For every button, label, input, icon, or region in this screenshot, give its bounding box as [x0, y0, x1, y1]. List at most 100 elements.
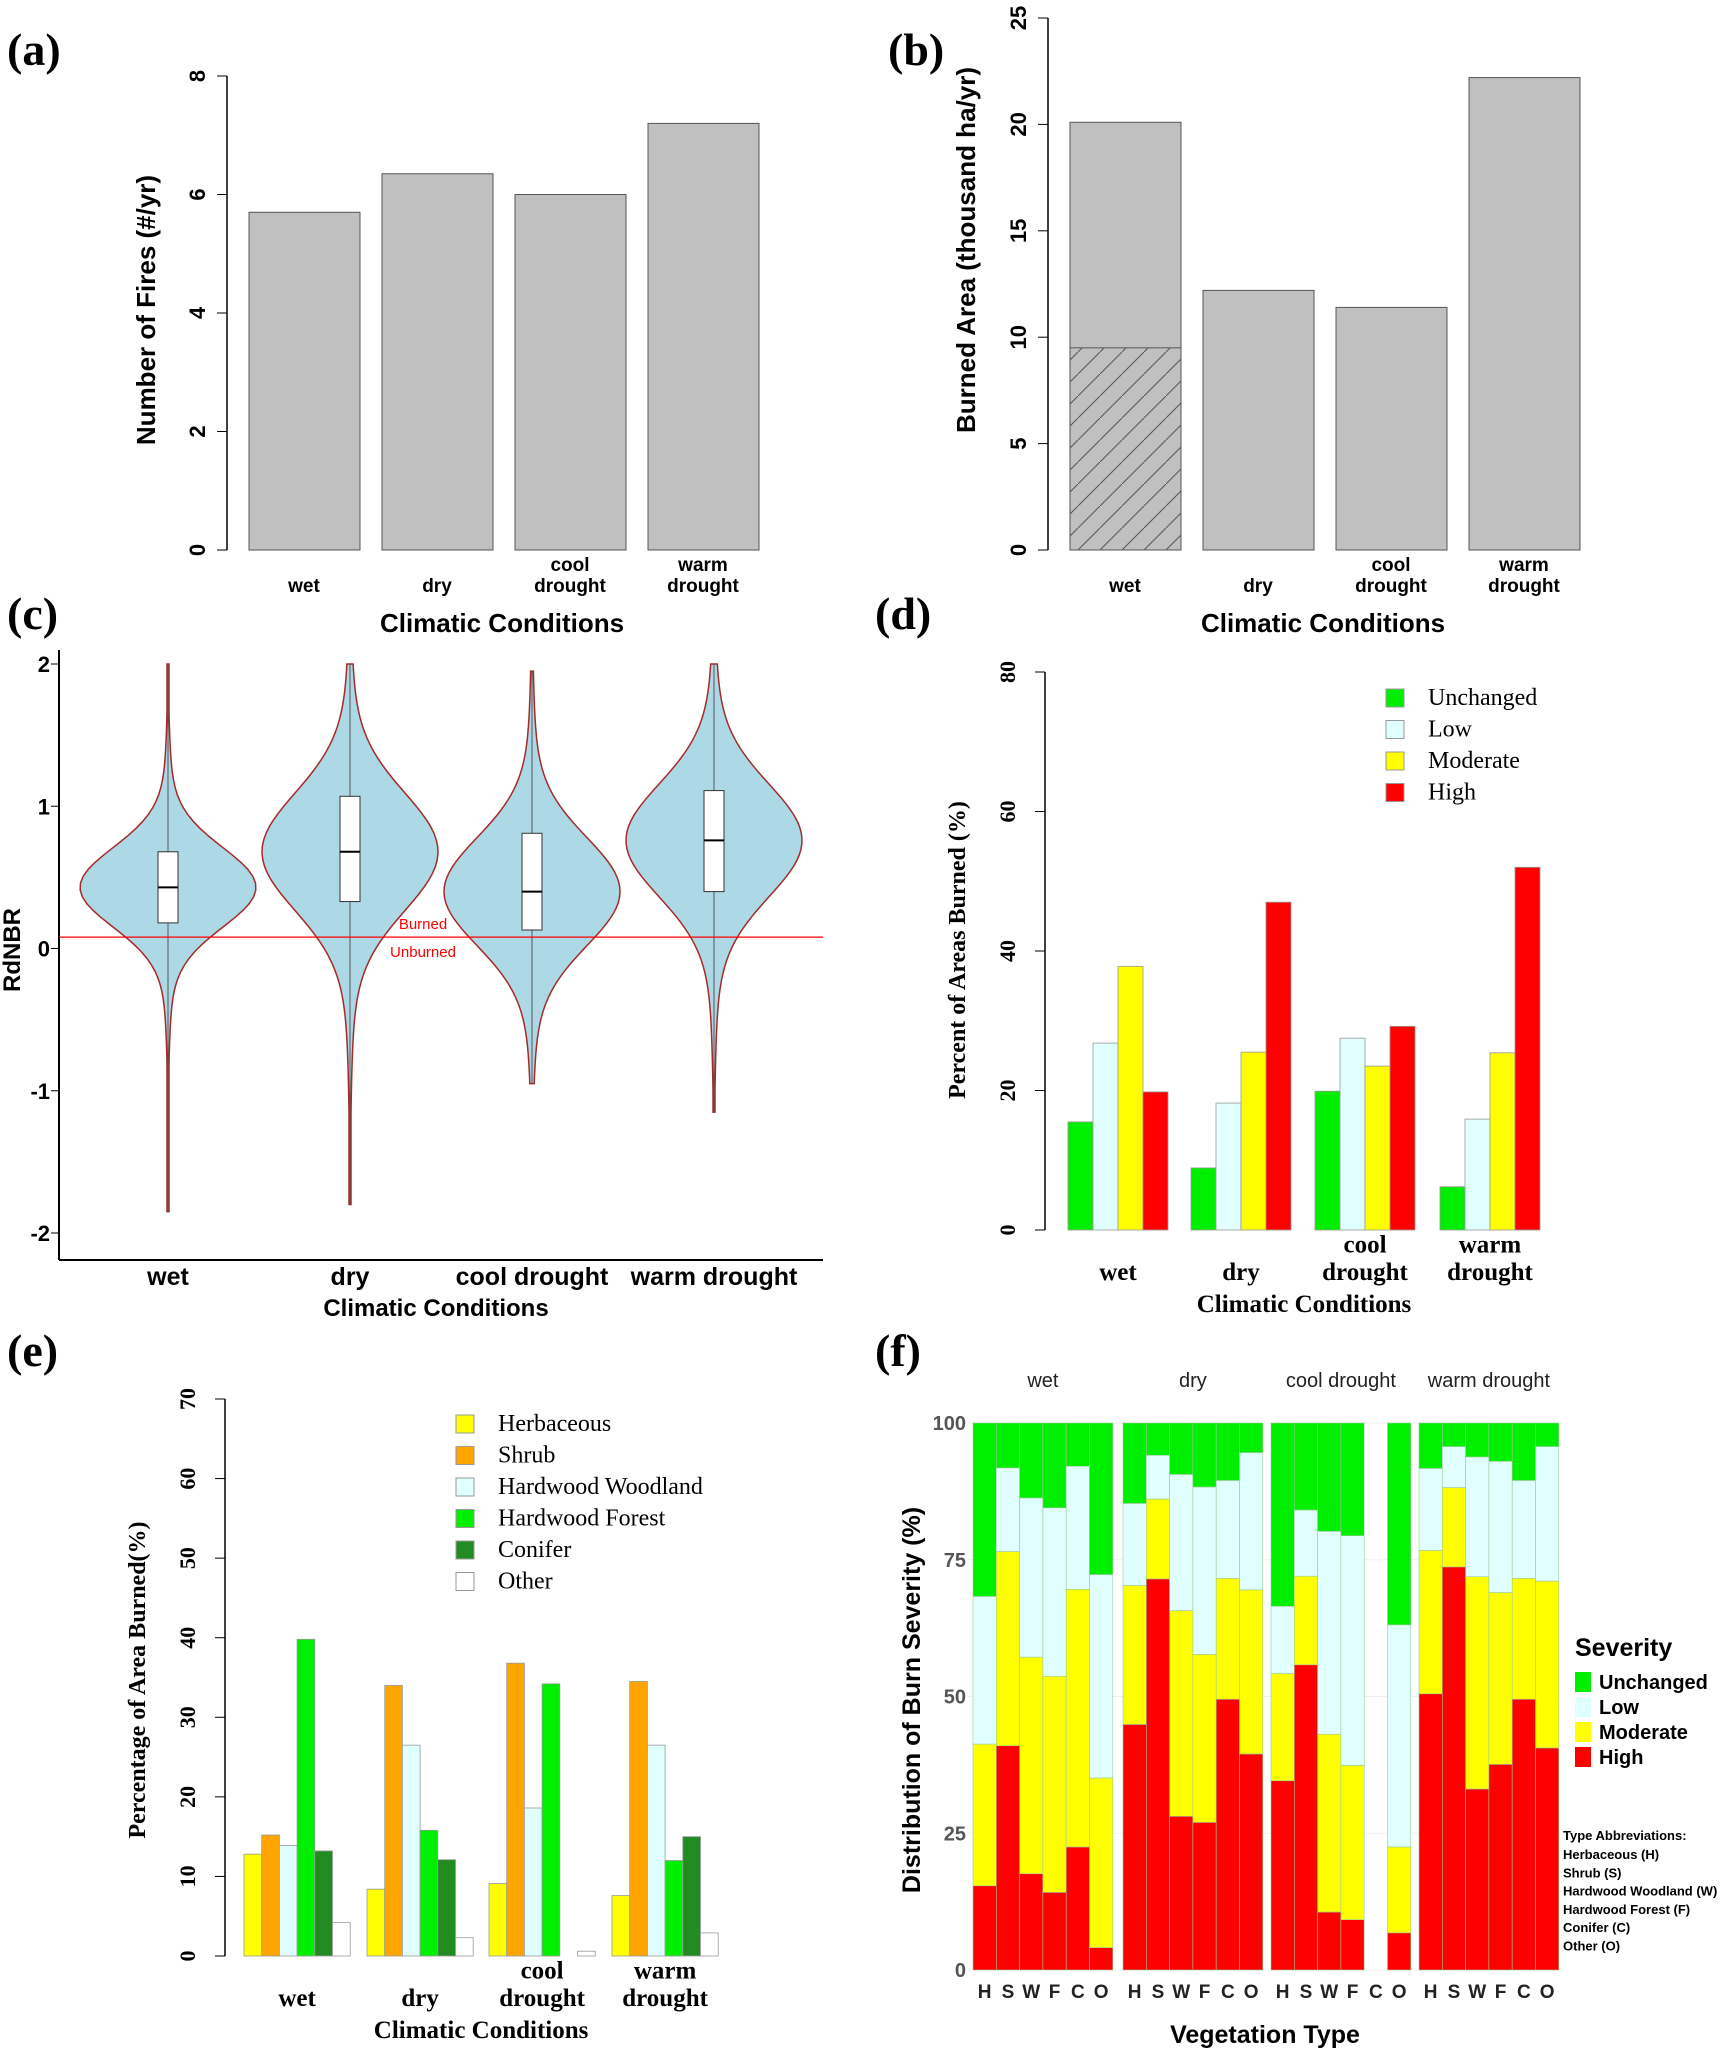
y-tick-label: 25: [1006, 6, 1031, 30]
segment-unchanged: [1442, 1422, 1466, 1447]
bar-other: [455, 1937, 474, 1957]
x-tick-label: wet: [146, 1263, 189, 1291]
abbreviation-item: Herbaceous (H): [1563, 1847, 1659, 1862]
abbreviation-item: Other (O): [1563, 1939, 1620, 1954]
x-tick-label: S: [1152, 1982, 1165, 2003]
panel-label: (f): [875, 1325, 921, 1376]
bar-shrub: [506, 1662, 525, 1957]
segment-unchanged: [1511, 1422, 1536, 1481]
bar-conifer: [314, 1850, 333, 1957]
y-tick-label: 5: [1006, 437, 1031, 449]
legend-swatch: [455, 1572, 475, 1591]
x-tick-label: O: [1540, 1982, 1555, 2003]
segment-high: [1169, 1815, 1194, 1971]
segment-low: [1418, 1468, 1443, 1551]
segment-high: [1146, 1578, 1170, 1971]
segment-moderate: [1089, 1777, 1114, 1948]
segment-high: [1511, 1698, 1536, 1971]
segment-high: [1042, 1892, 1067, 1971]
bar-moderate: [1364, 1065, 1391, 1231]
segment-unchanged: [1215, 1422, 1240, 1481]
segment-moderate: [1146, 1498, 1170, 1580]
segment-low: [1535, 1446, 1560, 1582]
segment-high: [1065, 1846, 1090, 1971]
abbreviation-item: Hardwood Woodland (W): [1563, 1884, 1717, 1899]
segment-unchanged: [1239, 1422, 1264, 1453]
segment-unchanged: [995, 1422, 1020, 1469]
x-axis-label: Vegetation Type: [1170, 2021, 1360, 2049]
bar: [1202, 289, 1315, 551]
x-tick-label: cool drought: [456, 1263, 609, 1291]
y-tick-label: -1: [30, 1079, 50, 1104]
segment-high: [1215, 1698, 1240, 1971]
y-tick-label: 6: [185, 188, 210, 200]
x-tick-label: F: [1347, 1982, 1359, 2003]
x-tick-label: warm drought: [630, 1263, 798, 1291]
threshold-label-burned: Burned: [399, 916, 447, 933]
y-tick-label: 10: [175, 1865, 200, 1887]
segment-moderate: [1239, 1589, 1264, 1755]
x-tick-label: H: [1276, 1982, 1290, 2003]
y-tick-label: 4: [185, 306, 210, 319]
y-tick-label: 75: [944, 1550, 966, 1572]
bar: [1335, 306, 1448, 551]
x-tick-label: dry: [422, 576, 452, 597]
y-tick-label: 0: [175, 1951, 200, 1962]
y-axis: [217, 75, 228, 551]
y-axis: [215, 1398, 226, 1957]
segment-low: [1169, 1474, 1194, 1611]
y-tick-label: 0: [38, 937, 50, 962]
x-tick-label: wet: [1108, 576, 1141, 597]
segment-moderate: [1387, 1846, 1412, 1934]
segment-low: [1019, 1497, 1044, 1658]
segment-moderate: [1418, 1550, 1443, 1695]
segment-unchanged: [1270, 1422, 1295, 1607]
y-tick-label: 2: [38, 652, 50, 677]
segment-high: [1089, 1947, 1114, 1971]
segment-low: [1065, 1465, 1090, 1590]
legend-label: Hardwood Woodland: [498, 1474, 703, 1500]
segment-low: [1192, 1486, 1217, 1655]
legend-label: Unchanged: [1599, 1672, 1708, 1694]
bar: [647, 122, 760, 551]
x-tick-label: F: [1049, 1982, 1061, 2003]
segment-unchanged: [1019, 1422, 1044, 1499]
y-tick-label: 60: [995, 801, 1020, 823]
segment-low: [1442, 1446, 1466, 1488]
y-tick-label: 0: [955, 1960, 966, 1982]
y-axis-label: Distribution of Burn Severity (%): [898, 1507, 926, 1893]
x-tick-label: dry: [331, 1263, 370, 1291]
y-axis-label: Burned Area (thousand ha/yr): [951, 67, 981, 433]
hatched-bar-portion: [1069, 347, 1182, 551]
bar-moderate: [1240, 1051, 1267, 1231]
segment-moderate: [1042, 1675, 1067, 1893]
segment-high: [1239, 1753, 1264, 1971]
segment-unchanged: [1294, 1422, 1318, 1511]
panel-label: (c): [7, 588, 58, 639]
bar-conifer: [682, 1836, 701, 1957]
segment-moderate: [972, 1743, 997, 1887]
abbreviation-title: Type Abbreviations:: [1563, 1828, 1687, 1843]
segment-low: [995, 1467, 1020, 1552]
bar-high: [1142, 1091, 1169, 1231]
segment-moderate: [1169, 1610, 1194, 1817]
bar: [1468, 77, 1581, 551]
iqr-box: [339, 795, 361, 903]
x-axis-label: Climatic Conditions: [380, 608, 624, 638]
segment-unchanged: [1340, 1422, 1365, 1536]
segment-low: [1270, 1605, 1295, 1674]
legend-swatch: [1575, 1697, 1591, 1717]
segment-moderate: [1511, 1578, 1536, 1700]
x-tick-label: wet: [1099, 1259, 1137, 1286]
y-tick-label: 100: [933, 1413, 966, 1435]
x-tick-label: warm drought: [667, 555, 739, 597]
segment-moderate: [1215, 1578, 1240, 1700]
bar-low: [1215, 1102, 1242, 1231]
bar-hardwood-woodland: [278, 1844, 298, 1957]
x-tick-label: W: [1320, 1982, 1338, 2003]
legend-swatch: [455, 1509, 475, 1528]
y-axis-label: RdNBR: [0, 908, 26, 992]
x-axis-label: Climatic Conditions: [1201, 608, 1445, 638]
segment-moderate: [1270, 1673, 1295, 1782]
